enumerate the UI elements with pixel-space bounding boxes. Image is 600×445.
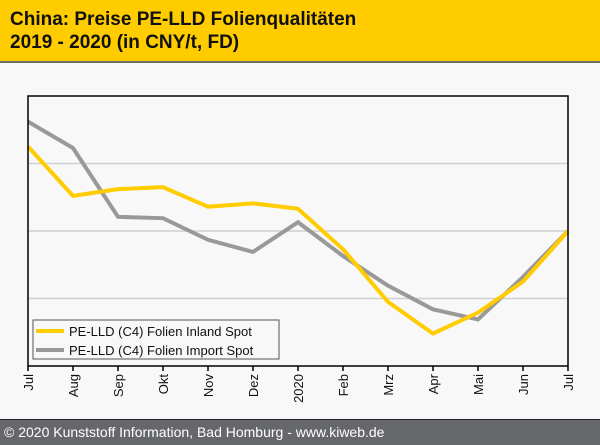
x-tick-label: Sep <box>111 374 126 397</box>
x-tick-label: Feb <box>336 374 351 396</box>
chart-title: China: Preise PE-LLD Folienqualitäten 20… <box>10 8 356 54</box>
x-tick-label: Nov <box>201 374 216 398</box>
footer: © 2020 Kunststoff Information, Bad Hombu… <box>0 419 600 445</box>
x-tick-label: Jul <box>561 374 576 391</box>
legend-box <box>32 319 280 360</box>
legend-label-import: PE-LLD (C4) Folien Import Spot <box>69 343 254 358</box>
x-tick-label: Okt <box>156 374 171 395</box>
gridlines <box>28 162 568 300</box>
series-line-import <box>26 119 570 322</box>
legend-label-inland: PE-LLD (C4) Folien Inland Spot <box>69 324 252 339</box>
x-tick-label: Mai <box>471 374 486 395</box>
x-tick-label: Jun <box>516 374 531 395</box>
x-tick-label: 2020 <box>291 374 306 403</box>
footer-copyright: © 2020 Kunststoff Information, Bad Hombu… <box>4 424 385 440</box>
x-tick-label: Mrz <box>381 374 396 396</box>
x-axis-ticks: Jul Aug Sep Okt Nov Dez 2020 Feb Mrz Apr Mai Jun Jul <box>21 366 576 403</box>
series-lines <box>26 119 570 336</box>
title-line-1: China: Preise PE-LLD Folienqualitäten <box>10 9 357 30</box>
series-line-inland <box>26 145 570 336</box>
title-line-2: 2019 - 2020 (in CNY/t, FD) <box>10 32 240 53</box>
x-tick-label: Apr <box>426 373 441 394</box>
x-tick-label: Jul <box>21 374 36 391</box>
chart-header: China: Preise PE-LLD Folienqualitäten 20… <box>0 0 600 63</box>
x-tick-label: Aug <box>66 374 81 397</box>
legend: PE-LLD (C4) Folien Inland Spot PE-LLD (C… <box>32 319 280 360</box>
x-tick-label: Dez <box>246 374 261 397</box>
